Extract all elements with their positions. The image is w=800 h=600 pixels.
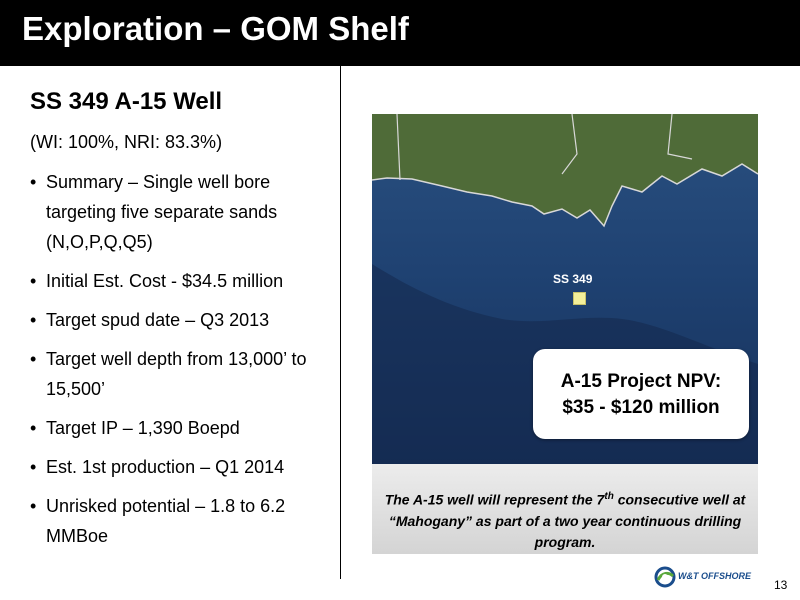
bullet-well-depth: Target well depth from 13,000’ to 15,500… xyxy=(28,344,333,404)
coastline-border xyxy=(372,163,758,228)
column-divider xyxy=(340,66,341,579)
logo-wordmark: W&T OFFSHORE xyxy=(678,571,751,581)
bullet-cost: Initial Est. Cost - $34.5 million xyxy=(28,266,333,296)
state-borders xyxy=(396,114,693,181)
caption-part-2: consecutive well at “Mahogany” as part o… xyxy=(388,491,746,550)
bullet-spud-date: Target spud date – Q3 2013 xyxy=(28,305,333,335)
bullet-unrisked-potential: Unrisked potential – 1.8 to 6.2 MMBoe xyxy=(28,491,333,551)
bullet-target-ip: Target IP – 1,390 Boepd xyxy=(28,413,333,443)
well-details-panel: SS 349 A-15 Well (WI: 100%, NRI: 83.3%) … xyxy=(28,88,333,560)
npv-label: A-15 Project NPV: xyxy=(560,371,722,392)
bullet-first-production: Est. 1st production – Q1 2014 xyxy=(28,452,333,482)
caption-superscript: th xyxy=(604,491,614,502)
title-bar: Exploration – GOM Shelf xyxy=(0,0,800,66)
well-bullet-list: Summary – Single well bore targeting fiv… xyxy=(28,167,333,551)
map-caption: The A-15 well will represent the 7th con… xyxy=(382,486,748,553)
well-location-label: SS 349 xyxy=(553,272,593,286)
page-title: Exploration – GOM Shelf xyxy=(22,10,409,47)
swirl-logo-icon xyxy=(654,566,676,588)
bullet-summary: Summary – Single well bore targeting fiv… xyxy=(28,167,333,257)
caption-part-1: The A-15 well will represent the 7 xyxy=(384,491,605,508)
well-location-marker xyxy=(573,292,586,305)
well-name-heading: SS 349 A-15 Well xyxy=(30,88,223,115)
company-logo: W&T OFFSHORE xyxy=(654,566,754,588)
page-number: 13 xyxy=(774,578,788,592)
npv-value: $35 - $120 million xyxy=(562,397,720,418)
map-caption-box: The A-15 well will represent the 7th con… xyxy=(372,464,758,554)
interest-line: (WI: 100%, NRI: 83.3%) xyxy=(30,132,223,152)
npv-callout: A-15 Project NPV: $35 - $120 million xyxy=(533,349,749,439)
